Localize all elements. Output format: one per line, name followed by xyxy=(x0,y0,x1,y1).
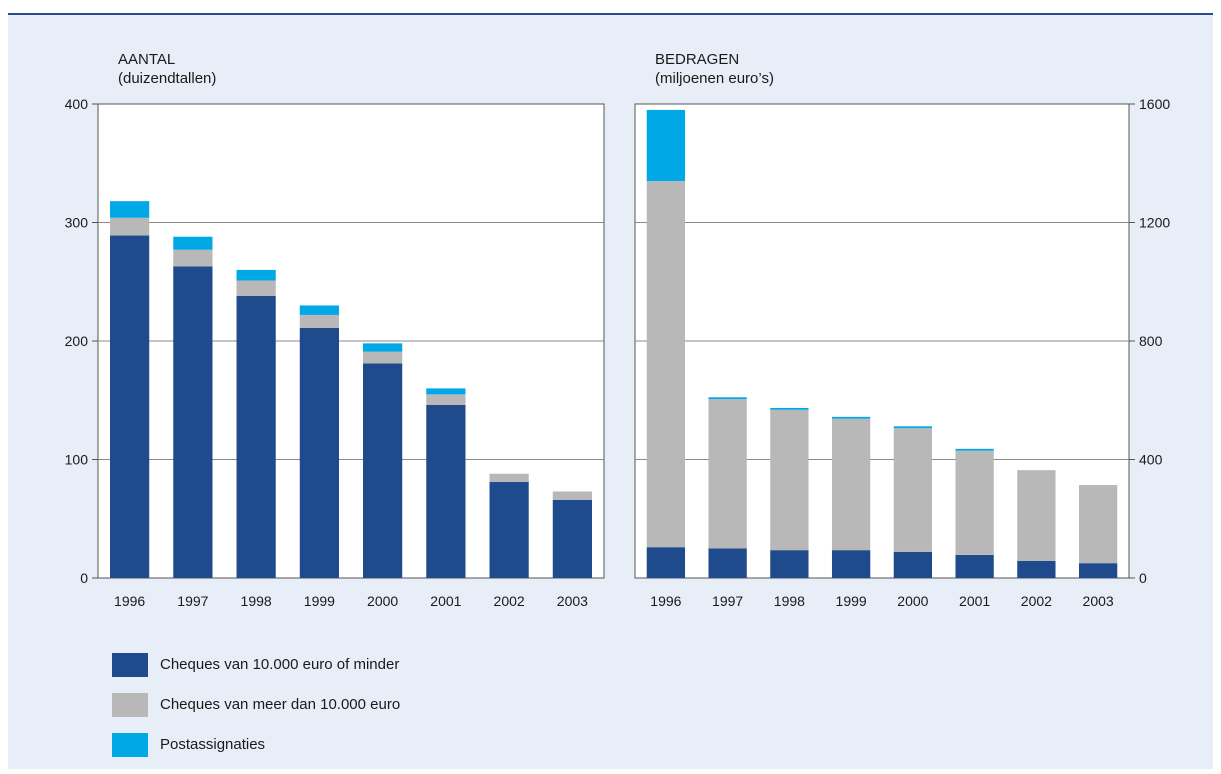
bedragen-bar-1999-series-2 xyxy=(831,416,871,419)
aantal-x-tick-label: 2002 xyxy=(494,593,525,609)
aantal-x-tick-label: 2001 xyxy=(430,593,461,609)
bedragen-x-tick-label: 1999 xyxy=(836,593,867,609)
aantal-bar-1999-series-2 xyxy=(299,305,339,315)
chart-panel: AANTAL (duizendtallen) 0 100 200 300 400 1996 19… xyxy=(8,13,1213,769)
bedragen-y-tick-label: 1600 xyxy=(1139,96,1170,112)
bedragen-bar-1997-series-1 xyxy=(708,399,747,549)
aantal-bar-1997-series-0 xyxy=(173,266,213,578)
aantal-bar-1997-series-1 xyxy=(173,249,213,267)
aantal-bar-2002-series-1 xyxy=(489,473,529,483)
aantal-bar-1999-series-1 xyxy=(299,314,339,328)
bedragen-y-tick-label: 800 xyxy=(1139,333,1163,349)
aantal-bar-2001-series-0 xyxy=(426,404,466,578)
legend-label-cheques-small: Cheques van 10.000 euro of minder xyxy=(160,656,400,673)
bedragen-bar-2001-series-2 xyxy=(955,448,994,451)
bedragen-bar-2002-series-0 xyxy=(1017,560,1056,578)
aantal-x-tick-label: 2000 xyxy=(367,593,398,609)
aantal-bar-2003-series-1 xyxy=(552,491,592,500)
aantal-bar-1998-series-1 xyxy=(236,280,276,296)
bedragen-bar-2002-series-1 xyxy=(1017,470,1056,561)
aantal-bar-1997-series-2 xyxy=(173,236,213,250)
bedragen-bar-1996-series-1 xyxy=(646,181,686,548)
aantal-bar-2001-series-2 xyxy=(426,388,466,395)
aantal-y-tick-label: 100 xyxy=(65,452,89,468)
bedragen-bar-1998-series-2 xyxy=(770,407,809,410)
bedragen-x-tick-label: 2003 xyxy=(1083,593,1114,609)
bedragen-bar-2001-series-0 xyxy=(955,554,994,578)
bedragen-bar-2000-series-1 xyxy=(893,428,933,552)
aantal-bar-1996-series-1 xyxy=(110,217,150,236)
bedragen-bar-2000-series-0 xyxy=(893,551,933,578)
bedragen-y-tick-label: 400 xyxy=(1139,452,1163,468)
bedragen-bar-2003-series-0 xyxy=(1078,563,1118,578)
aantal-x-tick-label: 1997 xyxy=(177,593,208,609)
bedragen-bar-1996-series-2 xyxy=(646,109,686,182)
aantal-bar-2000-series-0 xyxy=(363,363,403,578)
charts-svg: AANTAL (duizendtallen) 0 100 200 300 400 1996 19… xyxy=(65,51,1171,609)
bedragen-bar-1999-series-1 xyxy=(831,418,871,551)
bedragen-x-tick-label: 1998 xyxy=(774,593,805,609)
legend-swatch-cheques-small xyxy=(112,653,148,677)
aantal-y-tick-label: 400 xyxy=(65,96,89,112)
bedragen-bar-1997-series-0 xyxy=(708,548,747,578)
legend-swatch-postassignaties xyxy=(112,733,148,757)
aantal-bar-1999-series-0 xyxy=(299,327,339,578)
aantal-x-tick-label: 2003 xyxy=(557,593,588,609)
aantal-bar-2003-series-0 xyxy=(552,499,592,578)
bedragen-y-tick-label: 0 xyxy=(1139,570,1147,586)
aantal-bar-1996-series-0 xyxy=(110,235,150,578)
aantal-x-tick-label: 1999 xyxy=(304,593,335,609)
bedragen-x-tick-label: 1996 xyxy=(650,593,681,609)
aantal-x-tick-label: 1996 xyxy=(114,593,145,609)
aantal-y-tick-label: 200 xyxy=(65,333,89,349)
bedragen-bar-2000-series-2 xyxy=(893,426,933,429)
aantal-bar-1998-series-0 xyxy=(236,295,276,578)
bedragen-title: BEDRAGEN xyxy=(655,51,739,68)
bedragen-x-tick-label: 2000 xyxy=(897,593,928,609)
bedragen-bar-1999-series-0 xyxy=(831,550,871,578)
aantal-title: AANTAL xyxy=(118,51,175,68)
aantal-bar-2000-series-2 xyxy=(363,343,403,352)
bedragen-x-tick-label: 1997 xyxy=(712,593,743,609)
aantal-bar-1996-series-2 xyxy=(110,201,150,218)
legend-label-postassignaties: Postassignaties xyxy=(160,736,266,753)
bedragen-bar-1998-series-1 xyxy=(770,409,809,551)
aantal-y-tick-label: 300 xyxy=(65,215,89,231)
bedragen-bar-2003-series-1 xyxy=(1078,484,1118,564)
bedragen-bar-2001-series-1 xyxy=(955,450,994,555)
bedragen-y-tick-label: 1200 xyxy=(1139,215,1170,231)
legend-swatch-cheques-large xyxy=(112,693,148,717)
aantal-bar-1998-series-2 xyxy=(236,269,276,281)
bedragen-x-tick-label: 2001 xyxy=(959,593,990,609)
aantal-y-tick-label: 0 xyxy=(80,570,88,586)
bedragen-bar-1996-series-0 xyxy=(646,547,686,578)
bedragen-bar-1997-series-2 xyxy=(708,397,747,400)
aantal-subtitle: (duizendtallen) xyxy=(118,70,216,87)
legend-label-cheques-large: Cheques van meer dan 10.000 euro xyxy=(160,696,401,713)
bedragen-subtitle: (miljoenen euro’s) xyxy=(655,70,774,87)
bedragen-bar-1998-series-0 xyxy=(770,550,809,578)
aantal-bar-2000-series-1 xyxy=(363,351,403,364)
bedragen-x-tick-label: 2002 xyxy=(1021,593,1052,609)
aantal-x-tick-label: 1998 xyxy=(241,593,272,609)
aantal-bar-2001-series-1 xyxy=(426,394,466,405)
aantal-bar-2002-series-0 xyxy=(489,482,529,578)
